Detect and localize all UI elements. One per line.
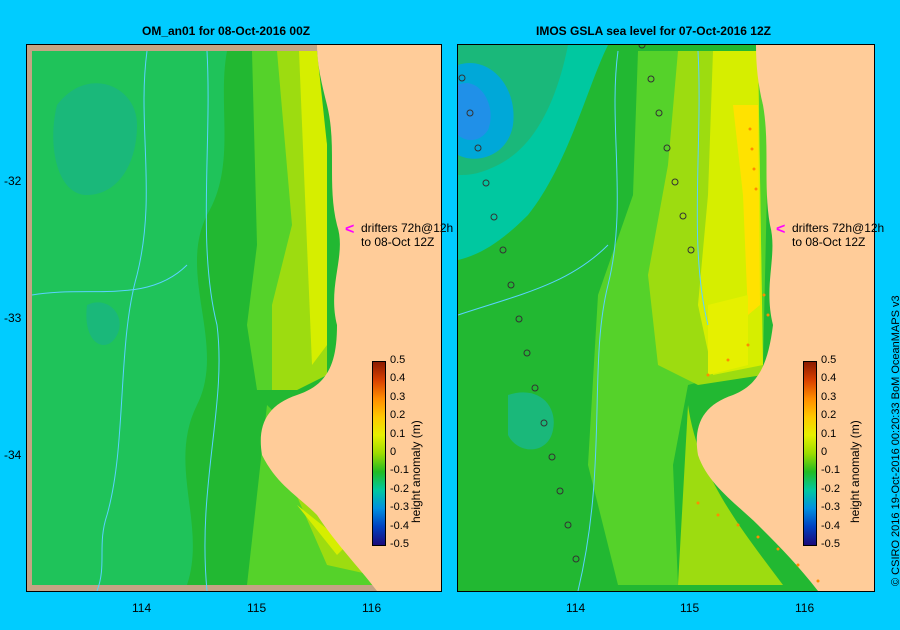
colorbar-tick-label: 0.2 [390, 409, 406, 422]
y-axis-label: -32 [4, 174, 22, 188]
colorbar-tick-label: -0.1 [821, 464, 840, 477]
right-map[interactable]: < drifters 72h@12h to 08-Oct 12Z height … [457, 41, 884, 592]
x-axis-label: 114 [566, 601, 586, 615]
x-axis-label: 116 [795, 601, 815, 615]
colorbar-tick-label: 0.4 [390, 372, 406, 385]
colorbar-tick-label: -0.1 [390, 464, 409, 477]
drifter-label-line1: drifters 72h@12h [361, 221, 454, 235]
colorbar-tick-label: 0 [390, 446, 397, 458]
colorbar-tick-label: 0.1 [390, 427, 406, 440]
colorbar-tick-label: -0.2 [390, 482, 409, 495]
drifter-label-line2: to 08-Oct 12Z [361, 235, 435, 249]
colorbar-tick-label: 0.3 [390, 390, 406, 403]
left-map-title: OM_an01 for 08-Oct-2016 00Z [142, 24, 311, 38]
left-colorbar-title: height anomaly (m) [409, 420, 423, 523]
drifter-label-line2: to 08-Oct 12Z [792, 235, 866, 249]
right-colorbar [803, 361, 817, 546]
x-axis-label: 114 [132, 601, 152, 615]
colorbar-tick-label: 0.5 [821, 354, 837, 366]
colorbar-tick-label: 0.2 [821, 409, 837, 422]
left-map-field [27, 45, 441, 592]
y-axis-label: -33 [4, 311, 22, 325]
colorbar-tick-label: 0 [821, 446, 828, 458]
colorbar-tick-label: -0.2 [821, 482, 840, 495]
colorbar-tick-label: -0.5 [390, 538, 409, 550]
left-colorbar [372, 361, 386, 546]
left-drifter-label: < drifters 72h@12h to 08-Oct 12Z [345, 221, 454, 249]
y-axis-label: -34 [4, 448, 22, 462]
right-drifter-label: < drifters 72h@12h to 08-Oct 12Z [776, 221, 885, 249]
colorbar-tick-label: 0.3 [821, 390, 837, 403]
colorbar-tick-label: 0.1 [821, 427, 837, 440]
left-map[interactable]: < drifters 72h@12h to 08-Oct 12Z height … [26, 44, 453, 592]
right-map-title: IMOS GSLA sea level for 07-Oct-2016 12Z [536, 24, 771, 38]
x-axis-label: 115 [680, 601, 700, 615]
drifter-arrow-icon: < [345, 221, 355, 238]
credit-text: © CSIRO 2016 19-Oct-2016 00:20:33 BoM Oc… [890, 295, 900, 586]
colorbar-tick-label: 0.5 [390, 354, 406, 366]
drifter-label-line1: drifters 72h@12h [792, 221, 885, 235]
colorbar-tick-label: 0.4 [821, 372, 837, 385]
x-axis-label: 116 [362, 601, 382, 615]
x-axis-label: 115 [247, 601, 267, 615]
colorbar-tick-label: -0.4 [821, 519, 840, 532]
colorbar-tick-label: -0.5 [821, 538, 840, 550]
colorbar-tick-label: -0.4 [390, 519, 409, 532]
colorbar-tick-label: -0.3 [821, 501, 840, 514]
right-colorbar-title: height anomaly (m) [848, 420, 862, 523]
colorbar-tick-label: -0.3 [390, 501, 409, 514]
drifter-arrow-icon: < [776, 221, 786, 238]
